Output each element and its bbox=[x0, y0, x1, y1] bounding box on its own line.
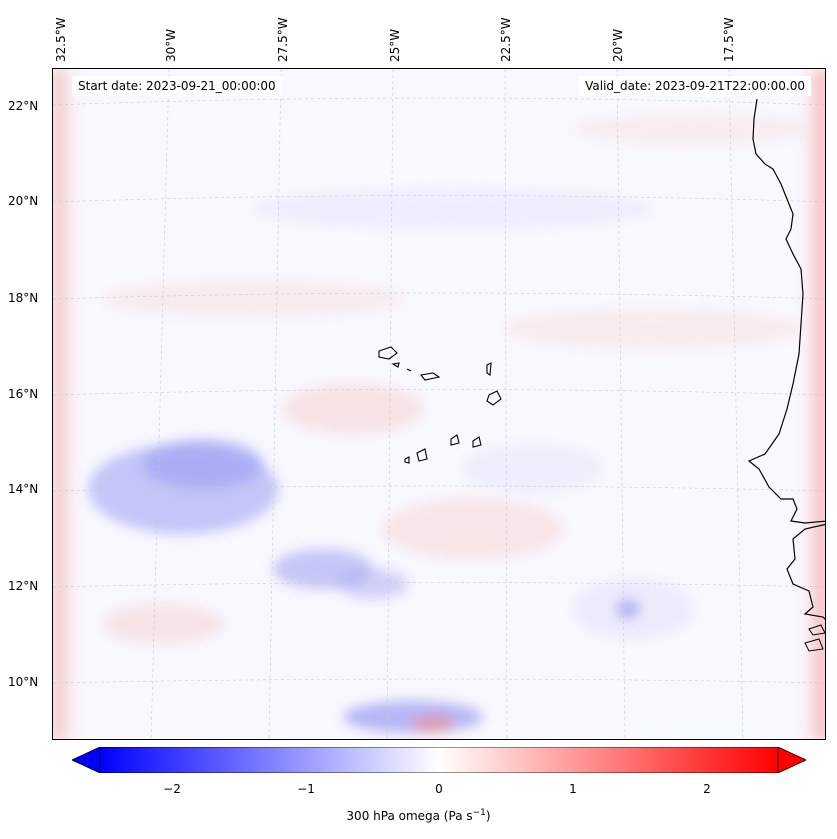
lat-label-16n: 16°N bbox=[8, 387, 39, 401]
omega-field-map bbox=[53, 69, 825, 739]
lon-label-27-5w: 27.5°W bbox=[276, 17, 290, 62]
africa-coastline-south bbox=[786, 523, 825, 620]
lat-label-14n: 14°N bbox=[8, 482, 39, 496]
lon-label-30w: 30°W bbox=[164, 28, 178, 62]
lat-label-10n: 10°N bbox=[8, 675, 39, 689]
colorbar-tick-minus1: −1 bbox=[297, 782, 315, 796]
colorbar bbox=[72, 747, 806, 773]
africa-coastline bbox=[747, 98, 825, 524]
lon-label-32-5w: 32.5°W bbox=[54, 17, 68, 62]
lat-label-18n: 18°N bbox=[8, 291, 39, 305]
colorbar-low-extend bbox=[72, 747, 101, 773]
lat-label-20n: 20°N bbox=[8, 194, 39, 208]
lon-label-17-5w: 17.5°W bbox=[722, 17, 736, 62]
colorbar-label: 300 hPa omega (Pa s−1) bbox=[346, 808, 491, 823]
bissagos-islands bbox=[804, 624, 825, 652]
colorbar-tick-0: 0 bbox=[435, 782, 443, 796]
lon-label-20w: 20°W bbox=[611, 28, 625, 62]
colorbar-tick-1: 1 bbox=[569, 782, 577, 796]
valid-date-label: Valid_date: 2023-09-21T22:00:00.00 bbox=[579, 76, 811, 96]
colorbar-tick-2: 2 bbox=[703, 782, 711, 796]
lat-label-22n: 22°N bbox=[8, 99, 39, 113]
colorbar-svg bbox=[72, 747, 806, 773]
colorbar-body bbox=[99, 747, 779, 773]
cape-verde-islands bbox=[378, 346, 502, 464]
map-gridlines bbox=[53, 69, 825, 739]
lon-label-22-5w: 22.5°W bbox=[499, 17, 513, 62]
colorbar-high-extend bbox=[777, 747, 806, 773]
omega-patches bbox=[53, 69, 825, 739]
lat-label-12n: 12°N bbox=[8, 579, 39, 593]
start-date-label: Start date: 2023-09-21_00:00:00 bbox=[72, 76, 282, 96]
map-panel bbox=[52, 68, 826, 740]
colorbar-tick-minus2: −2 bbox=[163, 782, 181, 796]
lon-label-25w: 25°W bbox=[388, 28, 402, 62]
